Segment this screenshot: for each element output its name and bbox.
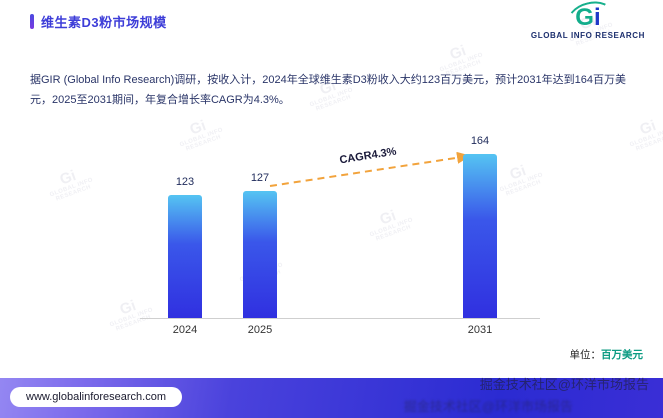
bar	[463, 154, 497, 318]
watermark-logo-text: GLOBAL INFO RESEARCH	[629, 127, 663, 153]
bar-value-label: 164	[470, 135, 490, 147]
intro-paragraph: 据GIR (Global Info Research)调研，按收入计，2024年…	[30, 74, 626, 106]
bar	[243, 191, 277, 318]
axis-category-label: 2024	[172, 324, 198, 336]
logo-letter-i: i	[593, 4, 601, 31]
bar	[168, 195, 202, 318]
chart-plot: CAGR4.3% 123 2024 127 2025 164 2031	[140, 132, 540, 336]
watermark-logo-gi: Gi	[447, 42, 469, 64]
gir-logo: Gi GLOBAL INFO RESEARCH	[530, 0, 645, 42]
unit-prefix: 单位：	[569, 349, 602, 361]
title-accent-bar	[30, 14, 34, 29]
watermark-stamp-text: 掘金技术社区@环洋市场报告	[479, 377, 649, 392]
footer-bar: www.globalinforesearch.com	[0, 378, 663, 418]
watermark-logo-gi: Gi	[637, 117, 659, 139]
axis-category-label: 2031	[467, 324, 493, 336]
bar-value-label: 123	[175, 176, 195, 188]
cagr-annotation: CAGR4.3%	[338, 145, 398, 167]
header: 维生素D3粉市场规模	[30, 12, 167, 31]
watermark-logo-gi: Gi	[57, 167, 79, 189]
unit-label: 单位：百万美元	[570, 347, 644, 362]
bar-value-label: 127	[250, 172, 270, 184]
watermark-stamp-text-blurred: 掘金技术社区@环洋市场报告	[403, 399, 573, 414]
unit-value: 百万美元	[601, 349, 643, 361]
gir-logo-mark: Gi	[563, 0, 619, 42]
watermark-logo-text: GLOBAL INFO RESEARCH	[49, 177, 95, 203]
page-title: 维生素D3粉市场规模	[41, 15, 167, 30]
gir-logo-text: GLOBAL INFO RESEARCH	[530, 31, 645, 40]
website-url[interactable]: www.globalinforesearch.com	[10, 387, 183, 407]
axis-category-label: 2025	[247, 324, 273, 336]
logo-letter-g: G	[575, 4, 594, 31]
